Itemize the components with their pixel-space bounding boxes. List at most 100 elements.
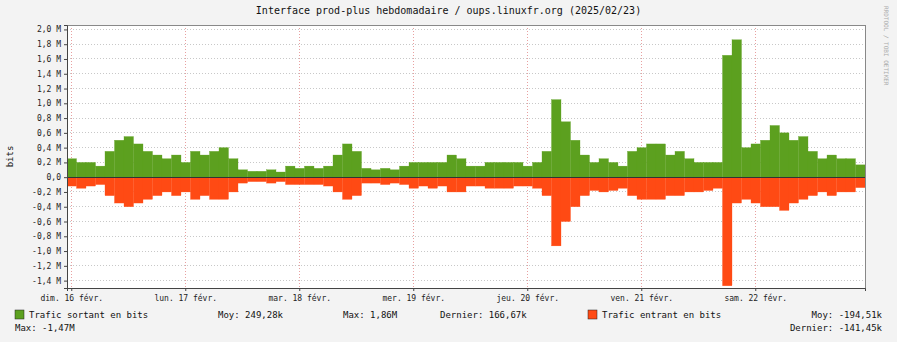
y-tick-mark: [64, 236, 67, 237]
bar: [666, 177, 676, 195]
y-tick-label: 2,0 M: [37, 25, 61, 34]
bar: [685, 159, 695, 177]
x-tick: lun. 17 févr.: [154, 288, 217, 303]
bar: [419, 177, 429, 186]
bar: [846, 159, 856, 177]
plot-background: [67, 25, 865, 288]
x-axis: dim. 16 févr.lun. 17 févr.mar. 18 févr.m…: [40, 288, 865, 303]
bar: [343, 177, 353, 199]
y-tick-label: 1,6 M: [37, 55, 61, 64]
bar: [609, 162, 619, 177]
grid-line: [67, 177, 865, 178]
bar: [723, 55, 733, 177]
bar: [143, 177, 153, 199]
grid-line: [67, 73, 865, 74]
bar: [390, 177, 400, 183]
bar: [476, 177, 486, 186]
bar: [248, 177, 258, 181]
bar: [324, 166, 334, 177]
bar: [210, 151, 220, 177]
y-tick-label: 0,6 M: [37, 129, 61, 138]
bar: [580, 155, 590, 177]
x-tick-mark: [413, 288, 414, 291]
title: Interface prod-plus hebdomadaire / oups.…: [256, 5, 641, 16]
bar: [742, 148, 752, 178]
bar: [257, 177, 267, 181]
y-tick-label: -0,2 M: [32, 188, 61, 197]
legend-label: Trafic entrant en bits: [602, 310, 721, 320]
bar: [409, 162, 419, 177]
chart: -1,4 M-1,2 M-1,0 M-0,8 M-0,6 M-0,4 M-0,2…: [0, 0, 897, 342]
legend-label: Trafic sortant en bits: [29, 310, 148, 320]
bar: [533, 177, 543, 188]
plot-frame: [67, 25, 865, 288]
bar: [238, 177, 248, 183]
bar: [77, 162, 87, 177]
grid-line: [67, 206, 865, 207]
bar: [590, 177, 600, 190]
bar: [219, 177, 229, 199]
bar: [780, 133, 790, 177]
bar: [286, 177, 296, 184]
bar: [818, 159, 828, 177]
bar: [837, 159, 847, 177]
y-tick: 1,6 M: [37, 55, 67, 64]
x-tick: ven. 21 févr.: [610, 288, 673, 303]
bar: [837, 177, 847, 192]
bar: [799, 137, 809, 178]
x-tick-mark: [299, 288, 300, 291]
y-tick-mark: [64, 177, 67, 178]
bar: [846, 177, 856, 192]
y-tick-mark: [64, 118, 67, 119]
bar: [571, 177, 581, 207]
bar: [542, 177, 552, 195]
bar: [333, 155, 343, 177]
legend-stat: Moy: 249,28k: [218, 310, 284, 320]
y-tick: 0,2 M: [37, 158, 67, 167]
bar: [153, 155, 163, 177]
bar: [694, 177, 704, 192]
bar: [751, 144, 761, 177]
bar: [229, 177, 239, 192]
y-tick: 0,4 M: [37, 144, 67, 153]
grid-line: [71, 25, 72, 288]
bar: [172, 155, 182, 177]
y-axis-line: [64, 26, 68, 289]
bar: [409, 177, 419, 188]
y-tick: -1,4 M: [32, 277, 67, 286]
bar: [685, 177, 695, 192]
bar: [656, 144, 666, 177]
bar: [561, 177, 571, 221]
bar: [314, 168, 324, 177]
x-tick: mar. 18 févr.: [268, 288, 331, 303]
bar: [808, 177, 818, 195]
bar: [808, 151, 818, 177]
grid-line: [67, 132, 865, 133]
bar: [742, 177, 752, 199]
bar: [704, 177, 714, 190]
bar: [86, 177, 96, 186]
bar: [134, 177, 144, 203]
bar: [229, 159, 239, 177]
bar: [495, 177, 505, 188]
y-tick-label: 0,2 M: [37, 158, 61, 167]
bar: [210, 177, 220, 199]
bar: [533, 162, 543, 177]
y-tick-mark: [64, 44, 67, 45]
bar: [761, 177, 771, 207]
x-tick-mark: [641, 288, 642, 291]
grid: [67, 25, 865, 288]
y-tick: 0,0: [47, 173, 67, 182]
bar: [276, 177, 286, 181]
bar: [799, 177, 809, 199]
x-tick-label: mer. 19 févr.: [382, 293, 445, 303]
grid-line: [67, 265, 865, 266]
bar: [86, 162, 96, 177]
bar: [162, 159, 172, 177]
y-tick: 1,8 M: [37, 40, 67, 49]
bar: [200, 177, 210, 195]
y-tick: -1,2 M: [32, 262, 67, 271]
bar: [428, 162, 438, 177]
y-tick: -1,0 M: [32, 247, 67, 256]
bar: [856, 177, 866, 187]
